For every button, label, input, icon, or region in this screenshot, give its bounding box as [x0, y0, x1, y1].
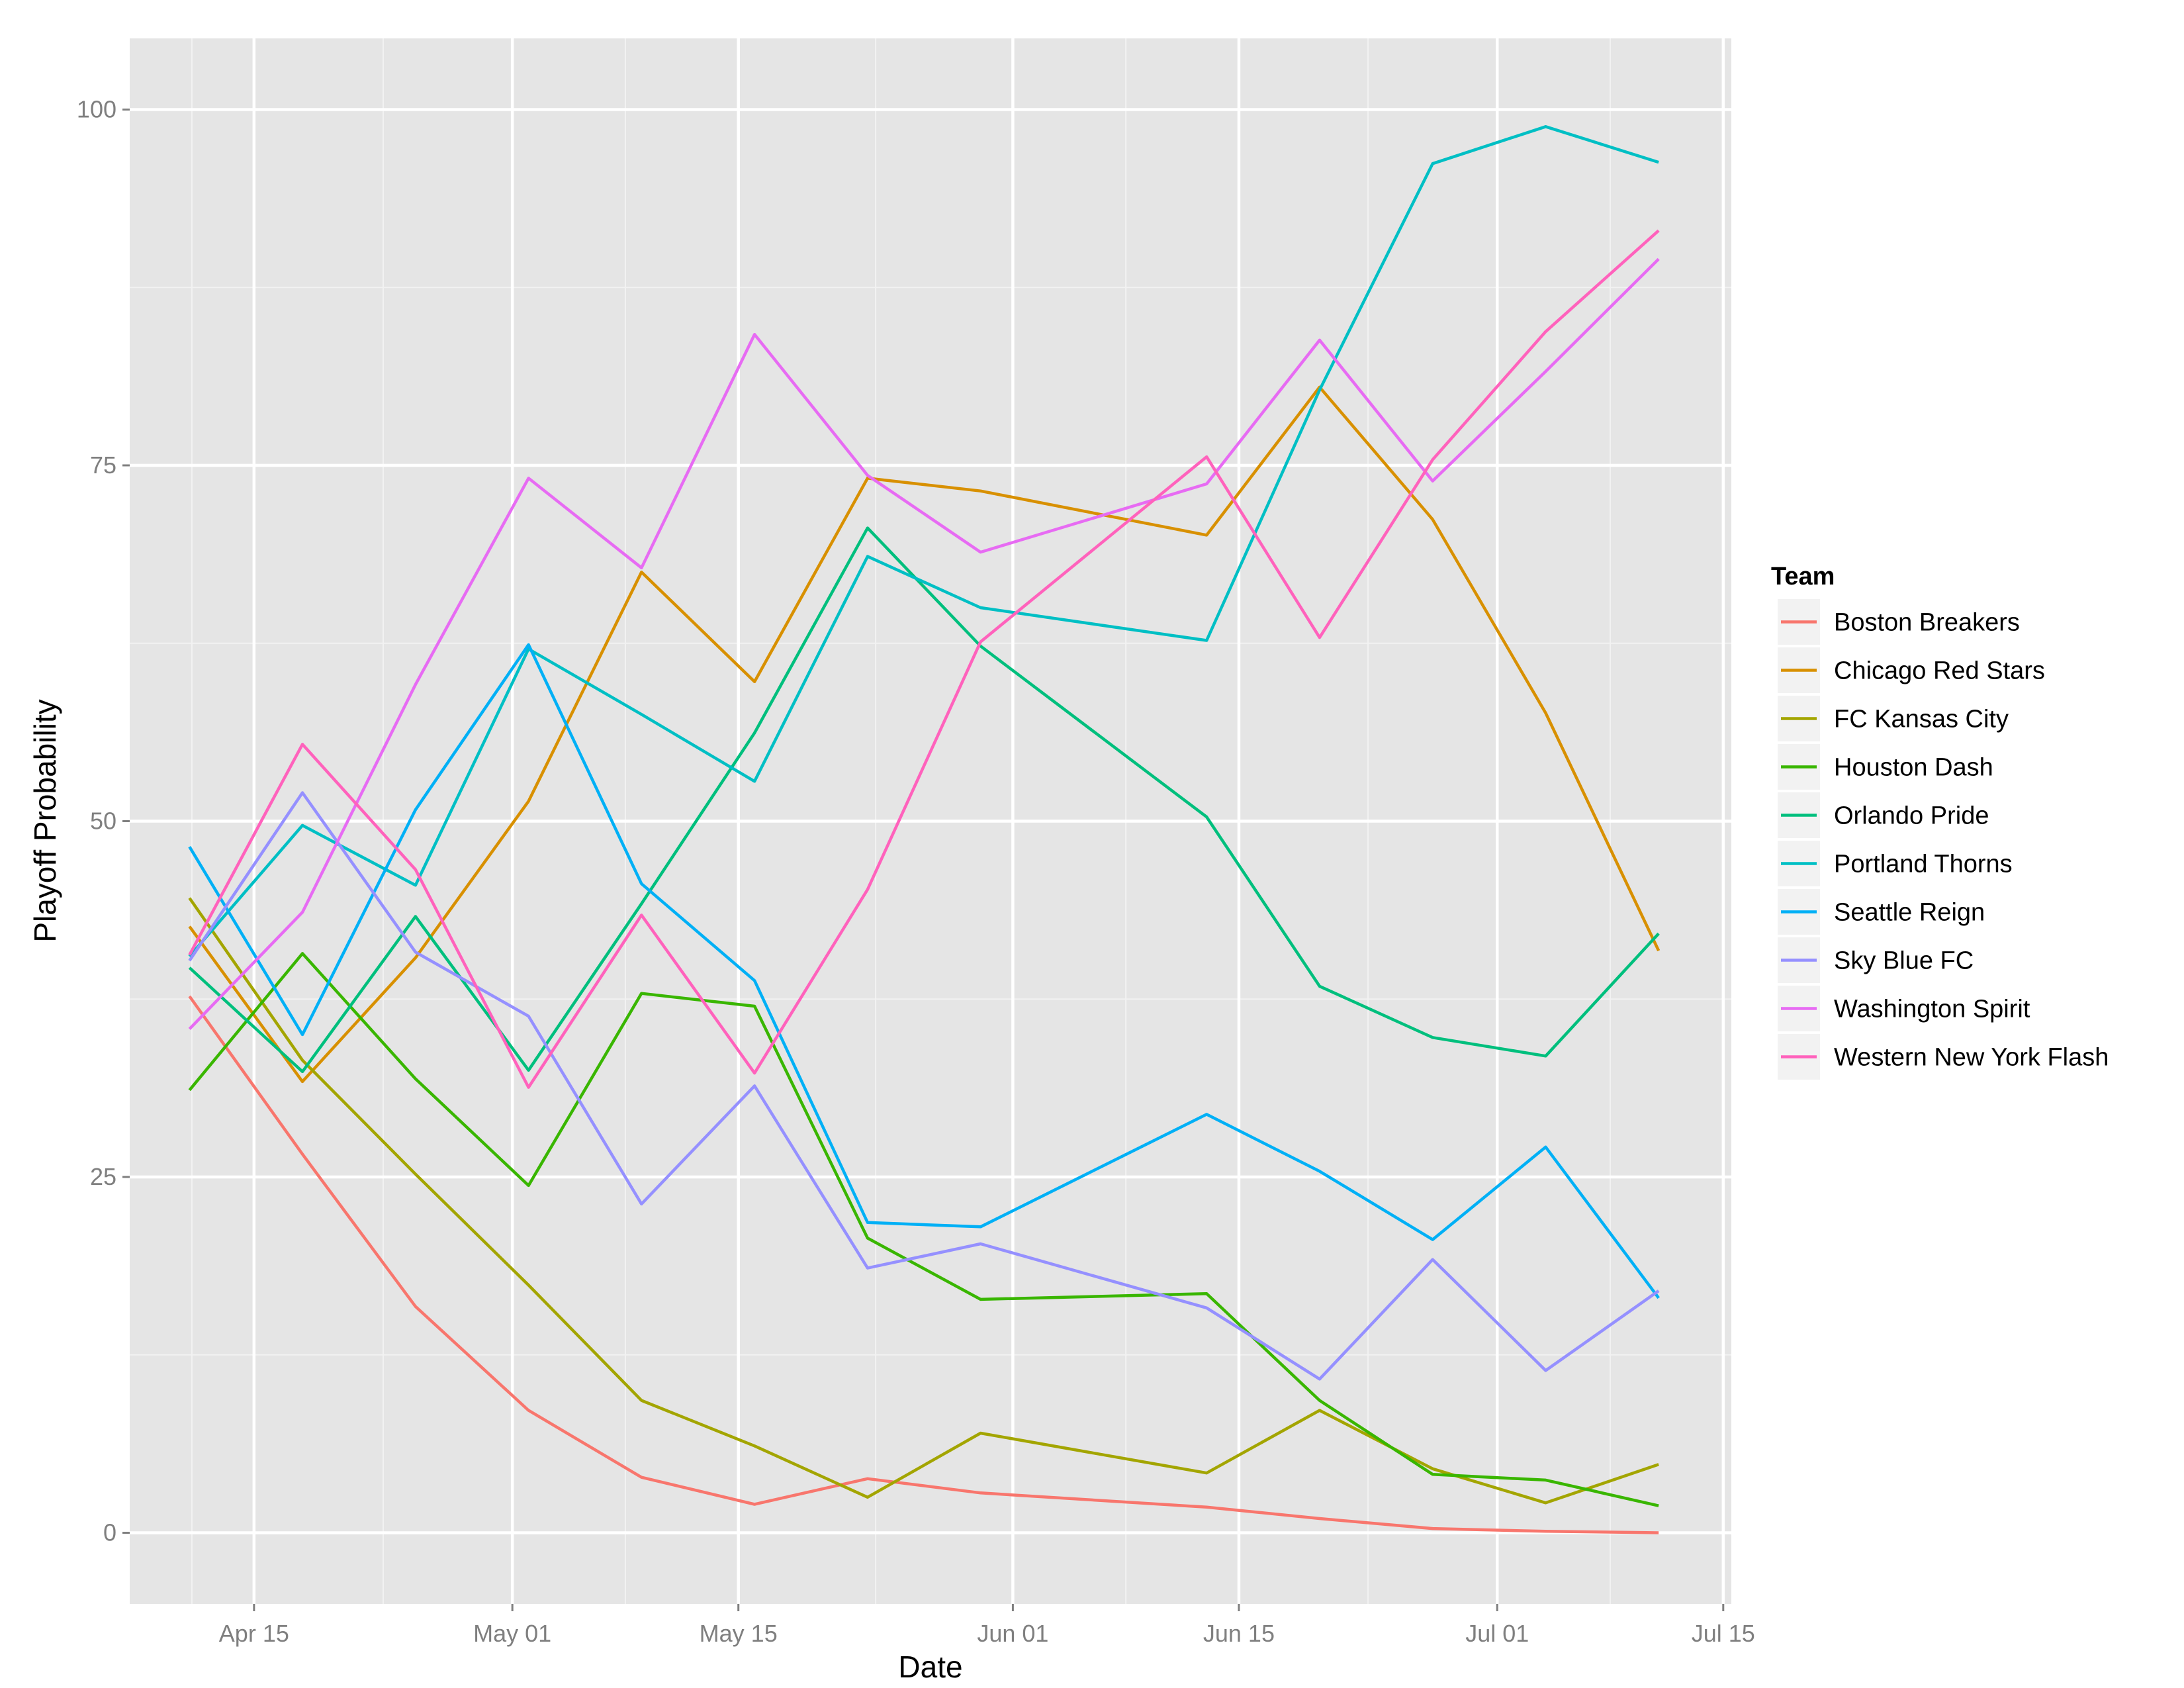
legend-label: Portland Thorns: [1834, 851, 2013, 878]
x-tick-labels: Apr 15 May 01 May 15 Jun 01 Jun 15 Jul 01 Jul …: [219, 1620, 1755, 1647]
x-tick-label: Jun 15: [1203, 1620, 1275, 1647]
y-axis-title: Playoff Probability: [28, 699, 62, 942]
axis-ticks: [122, 109, 1725, 1611]
x-tick-label: Jun 01: [977, 1620, 1048, 1647]
y-tick-labels: 0 25 50 75 100: [77, 96, 116, 1546]
legend-title: Team: [1771, 563, 1835, 590]
x-tick-label: May 01: [473, 1620, 551, 1647]
y-tick-label: 25: [90, 1163, 116, 1190]
legend-label: Sky Blue FC: [1834, 947, 1974, 975]
x-tick-label: Jul 15: [1692, 1620, 1755, 1647]
y-tick-label: 75: [90, 451, 116, 479]
x-tick-label: Apr 15: [219, 1620, 289, 1647]
series-line-chicago-red-stars: [188, 385, 1661, 1084]
series-line-fc-kansas-city: [188, 897, 1659, 1505]
legend-item-houston-dash: Houston Dash: [1776, 743, 1993, 791]
series-line-portland-thorns: [188, 125, 1659, 958]
legend-item-sky-blue-fc: Sky Blue FC: [1776, 936, 1974, 984]
legend-label: Orlando Pride: [1834, 802, 1989, 830]
series-line-sky-blue-fc: [188, 791, 1660, 1381]
series-line-houston-dash: [188, 952, 1659, 1507]
x-axis-title: Date: [898, 1650, 962, 1684]
y-tick-label: 100: [77, 96, 116, 123]
legend-item-chicago-red-stars: Chicago Red Stars: [1776, 646, 2045, 694]
legend-label: FC Kansas City: [1834, 706, 2009, 733]
legend-item-seattle-reign: Seattle Reign: [1776, 888, 1985, 936]
legend: Team Boston Breakers Chicago Red Stars FC …: [1771, 563, 2109, 1081]
x-tick-label: May 15: [700, 1620, 778, 1647]
legend-item-boston-breakers: Boston Breakers: [1776, 598, 2020, 646]
series-line-western-new-york-flash: [188, 229, 1660, 1089]
legend-label: Washington Spirit: [1834, 996, 2030, 1023]
legend-label: Western New York Flash: [1834, 1044, 2109, 1072]
series-line-seattle-reign: [188, 643, 1661, 1299]
series-line-orlando-pride: [188, 526, 1660, 1074]
series-lines: [188, 125, 1661, 1534]
series-line-washington-spirit: [188, 258, 1660, 1030]
legend-item-orlando-pride: Orlando Pride: [1776, 791, 1989, 839]
series-line-boston-breakers: [188, 995, 1659, 1534]
legend-item-fc-kansas-city: FC Kansas City: [1776, 694, 2009, 743]
legend-label: Houston Dash: [1834, 754, 1993, 782]
y-tick-label: 50: [90, 808, 116, 835]
x-tick-label: Jul 01: [1465, 1620, 1529, 1647]
legend-item-portland-thorns: Portland Thorns: [1776, 839, 2013, 888]
major-gridlines: [130, 38, 1731, 1604]
legend-item-western-new-york-flash: Western New York Flash: [1776, 1033, 2109, 1081]
legend-label: Chicago Red Stars: [1834, 657, 2045, 685]
legend-items: Boston Breakers Chicago Red Stars FC Kansa…: [1776, 598, 2109, 1081]
legend-item-washington-spirit: Washington Spirit: [1776, 984, 2030, 1033]
legend-label: Boston Breakers: [1834, 609, 2020, 637]
y-tick-label: 0: [103, 1519, 116, 1546]
legend-label: Seattle Reign: [1834, 899, 1985, 927]
